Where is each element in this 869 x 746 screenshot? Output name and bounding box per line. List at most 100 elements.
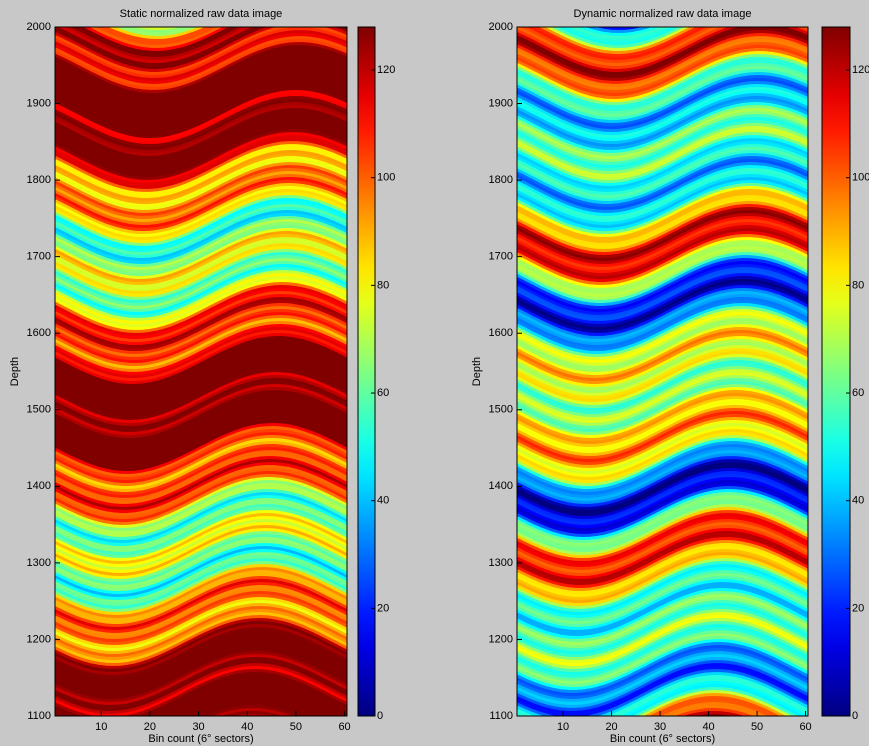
image-band	[55, 416, 347, 470]
image-band	[55, 590, 347, 644]
image-band	[55, 173, 347, 227]
image-band	[643, 692, 787, 716]
colorbar-tick-label: 20	[377, 602, 389, 614]
image-band	[55, 614, 347, 668]
image-band	[55, 338, 347, 392]
image-band	[517, 422, 808, 476]
image-band	[55, 488, 347, 542]
image-band	[517, 237, 808, 289]
image-band	[55, 110, 347, 164]
image-band	[638, 689, 793, 716]
image-band	[55, 348, 347, 400]
image-band	[517, 257, 808, 311]
image-band	[517, 323, 808, 377]
image-band	[517, 197, 808, 251]
image-band	[517, 179, 808, 233]
image-band	[55, 467, 347, 521]
image-band	[55, 164, 347, 218]
image-band	[55, 351, 347, 403]
image-band	[55, 335, 347, 389]
image-band	[517, 453, 808, 505]
image-band	[55, 92, 347, 146]
image-band	[55, 27, 347, 71]
image-band	[517, 362, 808, 416]
axes-box	[516, 26, 809, 717]
image-band	[517, 672, 808, 716]
image-band	[55, 269, 347, 323]
image-band	[517, 293, 808, 347]
image-band	[517, 188, 808, 242]
image-band	[55, 221, 347, 275]
image-band	[649, 695, 781, 716]
colorbar-tick-label: 120	[377, 64, 395, 76]
image-band	[55, 620, 347, 674]
image-band	[517, 425, 808, 479]
image-band	[517, 641, 808, 695]
image-band	[517, 227, 808, 281]
image-band	[55, 332, 347, 386]
image-band	[55, 515, 347, 569]
image-band	[55, 354, 347, 406]
image-band	[517, 215, 808, 269]
image-band	[80, 27, 232, 53]
image-band	[517, 470, 808, 524]
image-band	[55, 584, 347, 638]
image-band	[517, 485, 808, 539]
image-band	[517, 629, 808, 683]
image-band	[517, 569, 808, 623]
image-band	[55, 30, 347, 82]
image-band	[517, 218, 808, 272]
image-band	[55, 518, 347, 572]
image-band	[55, 95, 347, 149]
image-band	[517, 116, 808, 170]
image-band	[517, 644, 808, 698]
y-tick-label: 1400	[489, 480, 513, 492]
image-band	[55, 459, 347, 511]
image-band	[517, 348, 808, 400]
colorbar	[821, 26, 851, 717]
x-tick-label: 20	[605, 721, 617, 733]
x-tick-label: 10	[557, 721, 569, 733]
image-band	[517, 135, 808, 187]
image-band	[55, 431, 347, 485]
image-band	[517, 56, 808, 110]
image-band	[517, 599, 808, 653]
image-band	[55, 47, 347, 101]
image-band	[55, 317, 347, 371]
image-band	[517, 252, 808, 304]
image-band	[55, 638, 347, 692]
axes-box	[54, 26, 348, 717]
image-band	[517, 635, 808, 689]
image-band	[55, 419, 347, 473]
image-band	[517, 450, 808, 502]
image-band	[55, 447, 347, 499]
image-band	[517, 590, 808, 644]
image-band	[517, 564, 808, 616]
y-tick-label: 1200	[27, 633, 51, 645]
image-band	[55, 135, 347, 187]
image-band	[55, 494, 347, 548]
image-band	[517, 509, 808, 563]
image-band	[55, 257, 347, 311]
x-axis-label: Bin count (6° sectors)	[148, 733, 253, 745]
image-band	[517, 443, 808, 497]
image-band	[517, 539, 808, 593]
image-band	[567, 27, 670, 41]
image-band	[86, 27, 226, 50]
image-band	[55, 308, 347, 362]
image-band	[517, 572, 808, 626]
image-band	[517, 173, 808, 227]
image-band	[55, 113, 347, 167]
image-band	[517, 626, 808, 680]
image-band	[517, 464, 808, 518]
y-tick-label: 1600	[489, 327, 513, 339]
image-band	[55, 623, 347, 677]
image-band	[517, 503, 808, 557]
image-band	[517, 246, 808, 298]
y-tick-label: 1600	[27, 327, 51, 339]
image-band	[517, 149, 808, 203]
image-band	[55, 539, 347, 593]
image-band	[517, 33, 808, 85]
image-band	[55, 672, 347, 716]
